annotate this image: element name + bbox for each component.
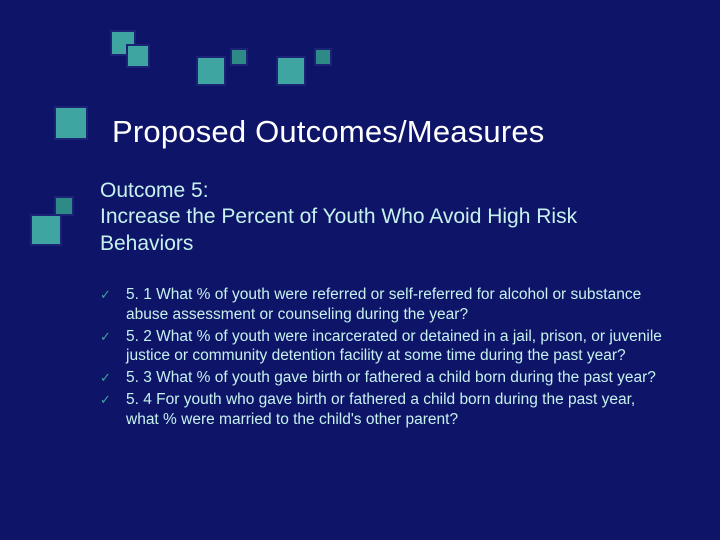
slide-subtitle: Outcome 5: Increase the Percent of Youth… bbox=[100, 178, 660, 257]
slide-title: Proposed Outcomes/Measures bbox=[112, 114, 545, 150]
list-item: ✓ 5. 4 For youth who gave birth or fathe… bbox=[100, 390, 670, 430]
subtitle-line-1: Outcome 5: bbox=[100, 179, 209, 202]
decor-square bbox=[54, 196, 74, 216]
checkmark-icon: ✓ bbox=[100, 329, 111, 346]
bullet-text: 5. 1 What % of youth were referred or se… bbox=[126, 286, 641, 323]
checkmark-icon: ✓ bbox=[100, 370, 111, 387]
decor-square bbox=[314, 48, 332, 66]
decor-square bbox=[126, 44, 150, 68]
bullet-text: 5. 2 What % of youth were incarcerated o… bbox=[126, 328, 662, 365]
decor-square bbox=[230, 48, 248, 66]
list-item: ✓ 5. 1 What % of youth were referred or … bbox=[100, 285, 670, 325]
checkmark-icon: ✓ bbox=[100, 287, 111, 304]
checkmark-icon: ✓ bbox=[100, 392, 111, 409]
list-item: ✓ 5. 2 What % of youth were incarcerated… bbox=[100, 327, 670, 367]
list-item: ✓ 5. 3 What % of youth gave birth or fat… bbox=[100, 368, 670, 388]
decor-square bbox=[54, 106, 88, 140]
subtitle-line-2: Increase the Percent of Youth Who Avoid … bbox=[100, 205, 577, 254]
decor-square bbox=[276, 56, 306, 86]
bullet-text: 5. 4 For youth who gave birth or fathere… bbox=[126, 391, 635, 428]
decor-square bbox=[30, 214, 62, 246]
bullet-list: ✓ 5. 1 What % of youth were referred or … bbox=[100, 285, 670, 432]
decor-square bbox=[196, 56, 226, 86]
bullet-text: 5. 3 What % of youth gave birth or fathe… bbox=[126, 369, 656, 386]
